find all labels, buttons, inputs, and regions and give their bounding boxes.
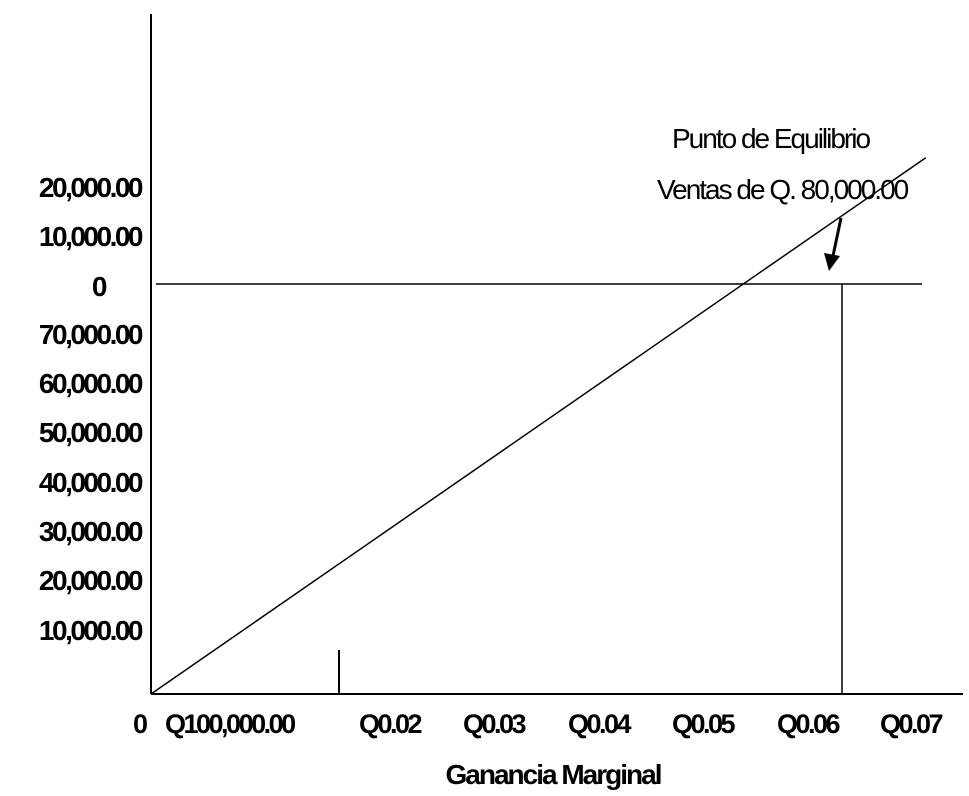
y-tick-label: 70,000.00 (39, 319, 143, 350)
y-tick-labels: 20,000.00 10,000.00 0 70,000.00 60,000.0… (39, 172, 145, 646)
annotation-arrow-head (824, 253, 840, 271)
x-tick-label: 0 (133, 709, 147, 739)
x-tick-label: Q0.03 (463, 709, 527, 739)
annotation-line-1: Punto de Equilibrio (672, 123, 870, 154)
x-tick-label: Q0.06 (777, 709, 841, 739)
x-tick-label: Q0.04 (568, 709, 632, 739)
y-tick-label: 30,000.00 (39, 516, 143, 547)
y-tick-label: 60,000.00 (39, 368, 143, 399)
y-tick-label: 20,000.00 (39, 565, 143, 596)
x-tick-label: Q100,000.00 (165, 709, 295, 739)
annotation-line-2: Ventas de Q. 80,000.00 (657, 174, 909, 205)
annotation-arrow-shaft (831, 217, 843, 257)
x-tick-label: Q0.05 (672, 709, 736, 739)
y-tick-label: 10,000.00 (39, 221, 143, 252)
y-tick-label: 40,000.00 (39, 467, 143, 498)
y-tick-label: 10,000.00 (39, 615, 143, 646)
y-tick-label: 50,000.00 (39, 417, 143, 448)
series-line (150, 157, 927, 695)
x-tick-label: Q0.07 (880, 709, 943, 739)
x-tick-label: Q0.02 (359, 709, 422, 739)
y-tick-label: 20,000.00 (39, 172, 143, 203)
x-tick-labels: 0 Q100,000.00 Q0.02 Q0.03 Q0.04 Q0.05 Q0… (133, 709, 945, 739)
x-axis-title: Ganancia Marginal (446, 759, 661, 790)
y-tick-label: 0 (92, 271, 107, 302)
